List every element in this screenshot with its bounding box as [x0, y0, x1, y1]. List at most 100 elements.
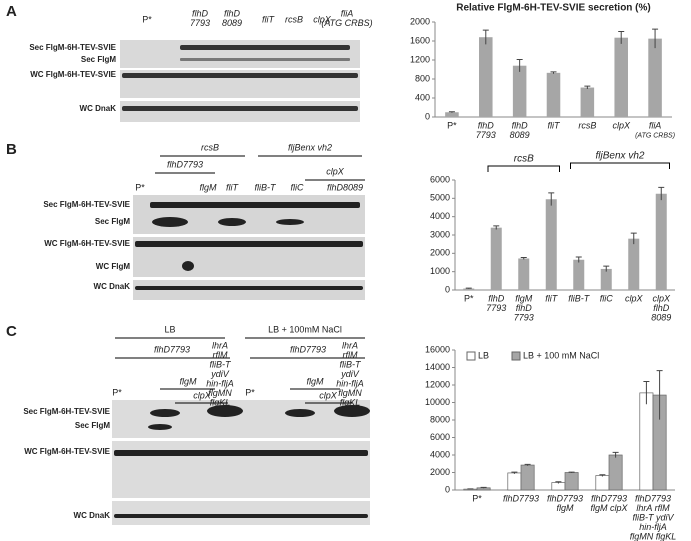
- lane-label: ydiV: [340, 369, 360, 379]
- x-tick-label: flhD7793: [591, 493, 627, 503]
- error-bar: [575, 256, 582, 263]
- x-tick-label: lhrA rflM: [636, 503, 670, 513]
- blot-gap: [133, 277, 365, 280]
- error-bar: [618, 31, 625, 44]
- lane-label: ydiV: [210, 369, 230, 379]
- blot-gap: [133, 234, 365, 237]
- blot-c: [112, 400, 370, 525]
- y-tick-label: 12000: [425, 379, 450, 389]
- lane-label: rflM: [343, 350, 358, 360]
- lane-label: flhD7793: [154, 344, 190, 354]
- bar: [507, 472, 522, 491]
- row-label: Sec FlgM: [81, 55, 116, 64]
- lane-label: P*: [135, 182, 145, 192]
- bar: [608, 454, 623, 491]
- blot-gap: [112, 438, 370, 441]
- lane-label: (ATG CRBS): [321, 18, 372, 28]
- blot-lines: [115, 155, 365, 404]
- x-tick-label: rcsB: [578, 120, 596, 130]
- x-tick-label: 7793: [514, 312, 534, 322]
- error-bar: [603, 265, 610, 272]
- lane-label: rcsB: [285, 14, 303, 24]
- y-tick-label: 4000: [430, 211, 450, 221]
- lane-label: LB: [164, 324, 175, 334]
- x-tick-label: flhD7793: [547, 493, 583, 503]
- row-label: WC DnaK: [74, 511, 111, 520]
- annotation: fljBenx vh2: [596, 151, 645, 162]
- bar: [551, 482, 566, 491]
- x-tick-label: clpX: [652, 293, 671, 303]
- x-tick-label: P*: [472, 493, 482, 503]
- error-bar: [584, 85, 591, 89]
- lane-label: flhD8089: [327, 182, 363, 192]
- error-bar: [516, 59, 523, 72]
- error-bar: [599, 474, 606, 477]
- bar: [479, 37, 493, 118]
- row-label: Sec FlgM-6H-TEV-SVIE: [29, 43, 116, 52]
- x-tick-label: fliA: [649, 120, 662, 130]
- row-label: WC FlgM-6H-TEV-SVIE: [44, 239, 130, 248]
- error-bar: [448, 111, 455, 113]
- bar: [648, 38, 662, 117]
- lane-label: fliB-T: [340, 359, 362, 369]
- lane-label: rflM: [213, 350, 228, 360]
- bracket: [487, 165, 560, 172]
- bar: [520, 464, 535, 491]
- bands: [122, 45, 358, 111]
- error-bar: [493, 225, 500, 230]
- lane-label: hin-fljA: [336, 378, 364, 388]
- error-bar: [480, 486, 487, 489]
- error-bar: [652, 28, 659, 49]
- x-tick-label: flgMN flgKL: [630, 531, 677, 541]
- bar: [580, 87, 595, 117]
- x-tick-label: flhD: [516, 303, 533, 313]
- x-tick-label: clpX: [625, 293, 644, 303]
- x-tick-label: fliT: [545, 293, 558, 303]
- row-label: Sec FlgM-6H-TEV-SVIE: [23, 407, 110, 416]
- y-tick-label: 400: [415, 92, 430, 102]
- x-tick-label: 8089: [651, 312, 671, 322]
- lane-label: fliB-T: [210, 359, 232, 369]
- lane-label: flgMN: [338, 388, 362, 398]
- blot-gap: [112, 498, 370, 501]
- y-tick-label: 5000: [430, 193, 450, 203]
- lane-label: clpX: [319, 390, 338, 400]
- lane-label: flgM: [199, 182, 217, 192]
- error-bar: [656, 370, 663, 420]
- lane-label: P*: [112, 387, 122, 397]
- x-tick-label: 7793: [486, 303, 506, 313]
- bar: [545, 199, 557, 290]
- x-tick-label: 8089: [510, 130, 530, 140]
- lane-label: 7793: [190, 18, 210, 28]
- lane-label: P*: [245, 387, 255, 397]
- bands: [114, 405, 370, 518]
- y-tick-label: 1000: [430, 266, 450, 276]
- legend-swatch: [511, 351, 521, 361]
- row-label: WC DnaK: [80, 104, 117, 113]
- x-tick-label: flgM: [515, 293, 533, 303]
- lane-label: fliT: [262, 14, 275, 24]
- x-tick-label: fliB-T ydiV: [632, 512, 674, 522]
- bar: [600, 268, 612, 290]
- bar: [463, 288, 475, 290]
- lane-label: hin-fljA: [206, 378, 234, 388]
- error-bar: [467, 488, 474, 490]
- lane-label: 8089: [222, 18, 242, 28]
- row-label: WC FlgM: [96, 262, 131, 271]
- legend-label: LB + 100 mM NaCl: [523, 350, 599, 360]
- bracket: [570, 162, 670, 169]
- chart-title: Relative FlgM-6H-TEV-SVIE secretion (%): [456, 3, 651, 14]
- lane-label: flgKL: [210, 397, 231, 407]
- row-label: Sec FlgM: [95, 217, 130, 226]
- error-bar: [568, 471, 575, 473]
- panel-letter: C: [6, 323, 17, 340]
- y-tick-label: 800: [415, 73, 430, 83]
- lane-label: flgMN: [208, 388, 232, 398]
- x-tick-label: clpX: [612, 120, 631, 130]
- x-tick-label: fliB-T: [568, 293, 590, 303]
- y-tick-label: 10000: [425, 397, 450, 407]
- bar: [595, 475, 610, 491]
- lane-label: clpX: [193, 390, 212, 400]
- y-tick-label: 1600: [410, 35, 430, 45]
- bar: [614, 37, 628, 117]
